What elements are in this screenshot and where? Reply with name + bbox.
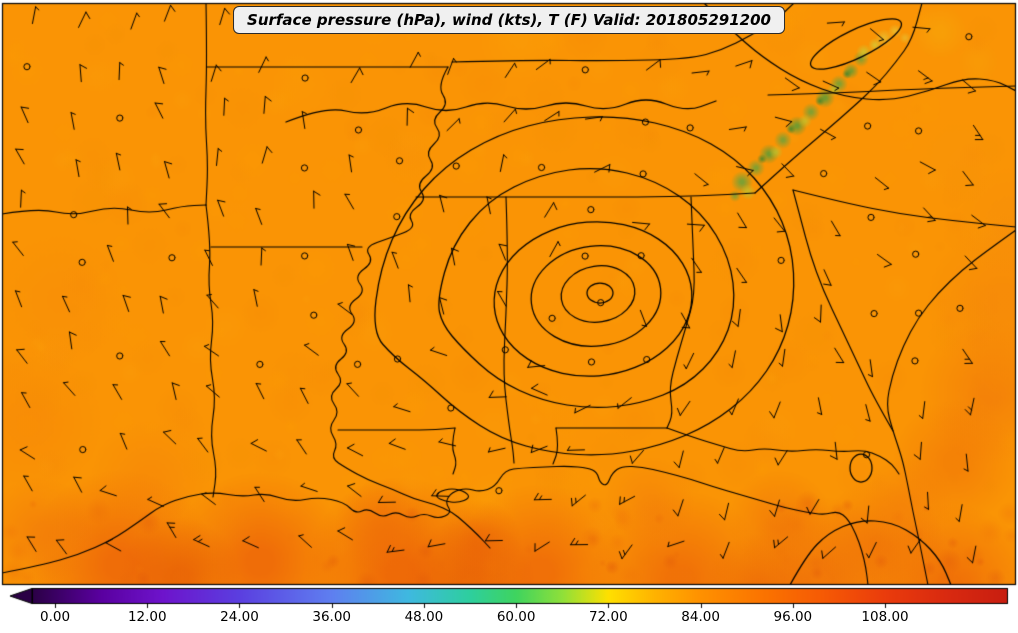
colorbar-tick-label: 48.00 xyxy=(404,609,444,625)
plot-title-box: Surface pressure (hPa), wind (kts), T (F… xyxy=(233,6,785,34)
plot-title: Surface pressure (hPa), wind (kts), T (F… xyxy=(247,11,771,29)
colorbar-tick-label: 108.00 xyxy=(861,609,909,625)
colorbar-tick-label: 0.00 xyxy=(40,609,71,625)
colorbar-tick-label: 24.00 xyxy=(220,609,259,625)
colorbar-tick-label: 60.00 xyxy=(496,609,536,625)
colorbar-tick-label: 36.00 xyxy=(312,609,352,625)
colorbar-tick-label: 96.00 xyxy=(773,609,813,625)
colorbar-tick-label: 12.00 xyxy=(127,609,167,625)
colorbar-tick-label: 84.00 xyxy=(681,609,720,625)
colorbar-tick-labels: 0.00 12.00 24.00 36.00 48.00 60.00 72.00 84.00 9… xyxy=(0,609,1018,631)
colorbar-tick-label: 72.00 xyxy=(589,609,628,625)
